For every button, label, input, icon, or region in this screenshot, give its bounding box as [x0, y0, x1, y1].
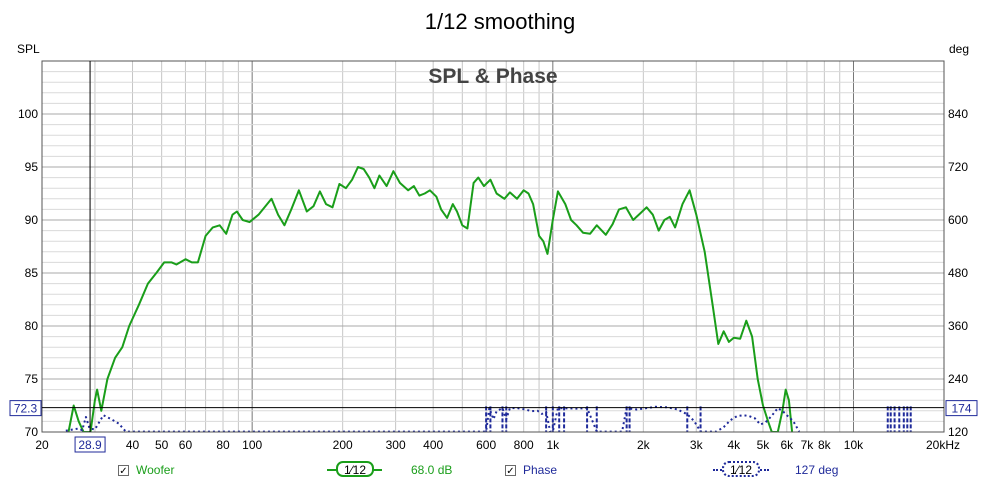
x-tick-label: 20 [35, 438, 49, 452]
plot-frame [41, 60, 945, 433]
y-tick-label: 100 [18, 107, 38, 121]
cursor-right-readout: 174 [951, 402, 971, 416]
cursor[interactable]: 72.3 174 28.9 [9, 61, 978, 453]
x-tick-label: 2k [637, 438, 651, 452]
x-tick-label: 80 [216, 438, 230, 452]
x-tick-label: 1k [546, 438, 560, 452]
page-title: 1/12 smoothing [424, 9, 576, 34]
x-tick-label: 300 [386, 438, 406, 452]
cursor-x-readout: 28.9 [78, 438, 102, 452]
y-tick-label: 95 [25, 160, 39, 174]
y2-tick-label: 840 [948, 107, 968, 121]
phase-smoothing-button[interactable]: 1⁄12 [722, 461, 760, 477]
cursor-left-readout-box [9, 400, 42, 417]
y-tick-label: 70 [25, 425, 39, 439]
tick-labels: 70 75 80 85 90 95 100 120 240 360 480 600 720 840 20 40… [18, 107, 968, 452]
y2-tick-label: 600 [948, 213, 968, 227]
legend-woofer[interactable]: ✓ Woofer [118, 461, 174, 479]
x-tick-label: 5k [757, 438, 771, 452]
y-tick-label: 80 [25, 319, 39, 333]
x-tick-label: 7k [801, 438, 815, 452]
y-tick-label: 85 [25, 266, 39, 280]
y-tick-label: 90 [25, 213, 39, 227]
phase-checkbox[interactable]: ✓ [505, 464, 516, 477]
x-tick-label: 40 [126, 438, 140, 452]
series-layer [65, 166, 801, 432]
x-tick-label: 200 [333, 438, 353, 452]
y2-tick-label: 480 [948, 266, 968, 280]
x-tick-label: 4k [727, 438, 741, 452]
y2-tick-label: 120 [948, 425, 968, 439]
grid [42, 61, 944, 432]
woofer-smoothing-button[interactable]: 1⁄12 [336, 461, 374, 477]
cursor-left-readout: 72.3 [14, 402, 38, 416]
y2-tick-label: 360 [948, 319, 968, 333]
woofer-checkbox[interactable]: ✓ [118, 464, 129, 477]
legend-woofer-label: Woofer [136, 463, 175, 477]
chart-subtitle: SPL & Phase [428, 65, 557, 88]
x-tick-label: 800 [514, 438, 534, 452]
x-tick-label: 60 [179, 438, 193, 452]
x-tick-label: 600 [476, 438, 496, 452]
cursor-right-readout-box [945, 400, 978, 417]
series-line-woofer [67, 166, 794, 432]
legend-phase[interactable]: ✓ Phase [505, 461, 557, 479]
x-tick-label: 8k [818, 438, 832, 452]
y2-tick-label: 240 [948, 372, 968, 386]
woofer-offset-value: 68.0 dB [411, 463, 453, 477]
plot-background [42, 61, 944, 432]
phase-offset[interactable]: 127 deg [795, 461, 838, 479]
x-unit-label: 20kHz [926, 438, 960, 452]
x-tick-label: 100 [242, 438, 262, 452]
x-tick-label: 50 [155, 438, 169, 452]
y2-tick-label: 720 [948, 160, 968, 174]
woofer-offset[interactable]: 68.0 dB [411, 461, 452, 479]
phase-wrap-markers [485, 406, 912, 432]
y-tick-label: 75 [25, 372, 39, 386]
left-axis-unit: SPL [17, 42, 40, 56]
right-axis-unit: deg [949, 42, 970, 56]
phase-offset-value: 127 deg [795, 463, 839, 477]
series-line-phase [65, 405, 801, 432]
x-tick-label: 400 [423, 438, 443, 452]
x-tick-label: 6k [780, 438, 794, 452]
legend-phase-label: Phase [523, 463, 558, 477]
plot-border [41, 60, 945, 433]
x-tick-label: 10k [844, 438, 864, 452]
x-tick-label: 3k [690, 438, 704, 452]
cursor-x-readout-box [74, 436, 106, 453]
